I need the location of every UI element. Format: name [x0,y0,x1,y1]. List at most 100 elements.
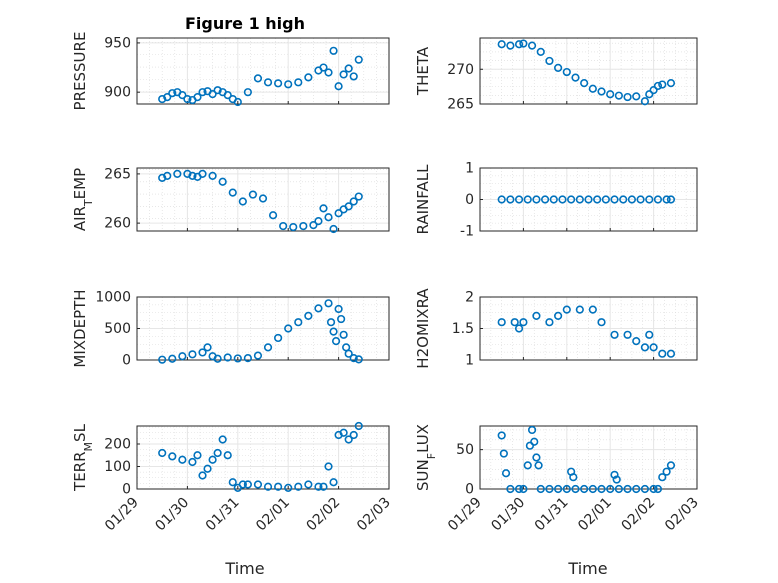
data-point [545,318,554,327]
data-point [274,333,283,343]
data-point [653,81,663,91]
data-point [666,461,676,470]
data-point [319,63,328,72]
data-point [243,354,252,363]
data-point [319,482,328,491]
data-point [248,190,258,199]
data-point [344,349,353,358]
data-point [294,78,303,87]
data-point [514,40,524,49]
data-point [294,318,303,327]
x-axis-label-left: Time [224,559,264,578]
y-tick-label: 265 [447,97,474,113]
data-point [314,217,323,226]
data-point [198,471,207,480]
y-tick-label: 0 [122,482,131,498]
data-point [238,197,247,206]
data-point [601,195,610,204]
data-point [334,82,343,91]
data-point [645,195,654,204]
data-point [228,478,237,487]
data-point [612,475,621,484]
data-point [636,195,645,204]
data-point [658,80,667,89]
data-point [319,204,328,213]
data-point [258,194,268,203]
data-point [666,79,676,88]
data-point [331,337,341,346]
data-point [506,195,515,204]
data-point [649,343,658,352]
data-point [334,304,343,314]
data-point [228,188,237,197]
data-point [349,197,358,206]
data-point [545,484,554,494]
data-point [519,39,528,48]
y-tick-label: 270 [447,62,474,78]
subplot-5: 0 500 1000 MIXDEPTH [71,289,390,369]
data-point [208,171,217,180]
data-point [233,354,242,363]
data-point [203,464,212,473]
data-point [329,46,338,55]
data-point [514,484,524,494]
data-point [218,435,227,444]
data-point [253,74,263,83]
data-point [193,93,202,102]
data-point [198,169,207,179]
data-point [223,353,232,362]
data-point [284,324,293,333]
data-point [183,169,192,179]
data-point [640,484,650,494]
data-point [274,79,283,88]
data-point [649,484,658,494]
data-point [344,202,353,211]
data-point [324,213,333,222]
data-point [514,195,524,204]
y-tick-label: 265 [104,166,131,182]
data-point [506,41,515,50]
y-axis-label: MIXDEPTH [71,289,89,367]
data-point [614,484,623,494]
y-tick-label: 100 [104,459,131,475]
data-point [499,449,508,458]
data-point [623,92,632,102]
y-axis-label: AIRTEMP [71,168,95,231]
subplot-3: 260 265 AIRTEMP [71,166,390,234]
data-point [158,173,167,182]
data-point [658,473,667,482]
data-point [344,435,353,444]
data-point [640,97,650,106]
data-point [178,91,187,100]
figure-title: Figure 1 high [185,14,305,33]
data-point [532,453,541,462]
data-point [623,330,632,339]
data-point [178,352,187,361]
data-point [497,431,506,440]
data-point [653,484,663,494]
data-point [569,473,578,482]
data-point [218,177,227,186]
axes-box [136,425,390,490]
data-point [536,47,545,56]
data-point [632,337,641,346]
data-point [549,195,558,204]
data-point [309,220,318,230]
data-point [610,330,619,339]
y-axis-label: RAINFALL [414,164,432,235]
data-point [304,311,313,321]
data-point [279,221,288,231]
subplot-4: -1 0 1 RAINFALL [414,161,698,240]
data-point [208,455,217,464]
data-point [354,355,363,364]
data-point [497,318,506,327]
data-point [203,343,212,352]
data-point [640,343,650,352]
data-point [545,56,554,66]
y-tick-label: 1 [465,353,474,369]
y-tick-label: 0 [122,353,131,369]
data-point [606,484,615,494]
data-point [329,478,338,487]
data-point [253,351,263,360]
